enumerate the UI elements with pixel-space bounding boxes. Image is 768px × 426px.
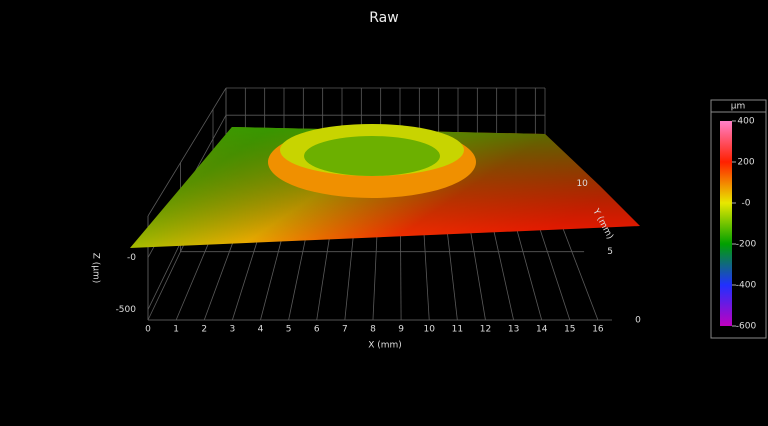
surface: [130, 124, 640, 248]
y-tick-label: 5: [607, 247, 613, 257]
colorbar-tick-label: -200: [736, 240, 757, 250]
z-tick-label: -500: [116, 305, 137, 315]
x-tick-label: 2: [201, 325, 207, 335]
z-axis-title: Z (µm): [91, 253, 101, 284]
box-edge: [147, 87, 227, 217]
x-tick-label: 15: [564, 325, 575, 335]
x-tick-label: 8: [370, 325, 376, 335]
x-tick-label: 3: [229, 325, 235, 335]
x-tick-label: 0: [145, 325, 151, 335]
colorbar-tick-label: 200: [737, 158, 754, 168]
colorbar-tick-label: -600: [736, 322, 757, 332]
x-tick-label: 5: [286, 325, 292, 335]
x-tick-label: 10: [423, 325, 435, 335]
colorbar-tick-label: -400: [736, 281, 757, 291]
x-tick-label: 6: [314, 325, 320, 335]
y-tick-label: 10: [576, 179, 588, 189]
crater-floor: [304, 136, 440, 176]
x-tick-label: 16: [592, 325, 604, 335]
colorbar-frame: [710, 99, 767, 339]
colorbar-tick-label: 400: [737, 117, 754, 127]
x-tick-label: 1: [173, 325, 179, 335]
x-tick-label: 7: [342, 325, 348, 335]
colorbar-tick-label: -0: [742, 199, 751, 209]
y-tick-label: 0: [635, 316, 641, 326]
z-tick-label: -0: [127, 253, 136, 263]
x-axis-title: X (mm): [368, 341, 402, 351]
x-tick-label: 12: [480, 325, 491, 335]
x-tick-label: 9: [398, 325, 404, 335]
x-tick-label: 4: [258, 325, 264, 335]
x-tick-label: 11: [452, 325, 463, 335]
x-tick-label: 14: [536, 325, 548, 335]
colorbar-title: µm: [731, 102, 746, 112]
colorbar-gradient: [720, 121, 732, 326]
chart-title: Raw: [369, 10, 398, 26]
x-tick-label: 13: [508, 325, 519, 335]
